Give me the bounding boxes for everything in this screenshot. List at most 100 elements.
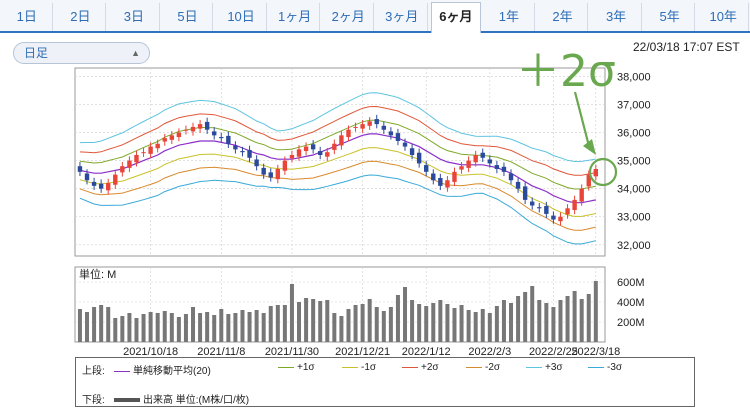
x-tick-label: 2021/11/30 bbox=[265, 346, 319, 358]
candle-body bbox=[409, 148, 415, 155]
volume-bar bbox=[169, 313, 174, 342]
tab-8[interactable]: 3ヶ月 bbox=[377, 3, 428, 31]
volume-bar bbox=[219, 309, 224, 342]
tab-2[interactable]: 2日 bbox=[56, 3, 107, 31]
legend-swatch-0 bbox=[114, 370, 130, 372]
candle-body bbox=[438, 177, 443, 186]
volume-bar bbox=[247, 312, 252, 342]
tab-3[interactable]: 3日 bbox=[109, 3, 160, 31]
x-tick-label: 2021/11/8 bbox=[197, 346, 245, 358]
volume-bar bbox=[176, 317, 181, 342]
legend-item-0: 単純移動平均(20) bbox=[114, 362, 211, 377]
candle-body bbox=[522, 186, 528, 200]
volume-bar bbox=[155, 313, 160, 342]
legend-swatch-3 bbox=[402, 366, 418, 368]
volume-bar bbox=[297, 302, 302, 342]
price-tick-label: 36,000 bbox=[617, 128, 651, 140]
legend-label-5: +3σ bbox=[545, 362, 563, 373]
volume-bar bbox=[544, 303, 549, 342]
volume-bar bbox=[586, 294, 591, 342]
legend-item-4: -2σ bbox=[466, 362, 500, 373]
volume-bar bbox=[403, 287, 408, 342]
candle-body bbox=[360, 124, 365, 129]
volume-bar bbox=[572, 291, 577, 342]
candle-body bbox=[431, 173, 436, 181]
volume-bar bbox=[509, 303, 514, 342]
legend-item-2: -1σ bbox=[342, 362, 376, 373]
candle-body bbox=[445, 180, 450, 188]
volume-bar bbox=[537, 300, 542, 342]
volume-bar bbox=[445, 304, 450, 342]
candle-body bbox=[183, 129, 189, 131]
tab-9[interactable]: 6ヶ月 bbox=[430, 2, 482, 33]
volume-bar bbox=[501, 300, 506, 342]
candle-body bbox=[402, 142, 408, 147]
volume-bar bbox=[346, 309, 351, 342]
candle-body bbox=[162, 138, 167, 142]
volume-bar bbox=[530, 286, 535, 342]
tab-14[interactable]: 10年 bbox=[698, 3, 749, 31]
candle-body bbox=[261, 167, 266, 175]
candle-body bbox=[219, 137, 224, 139]
tab-4[interactable]: 5日 bbox=[163, 3, 214, 31]
tab-1[interactable]: 1日 bbox=[2, 3, 53, 31]
volume-bar bbox=[438, 300, 443, 342]
tab-11[interactable]: 2年 bbox=[538, 3, 589, 31]
candle-body bbox=[395, 133, 401, 141]
legend-label-6: -3σ bbox=[607, 362, 623, 373]
candle-period-select[interactable]: 日足 ▲ bbox=[13, 42, 150, 64]
volume-bar bbox=[289, 284, 294, 342]
legend-swatch-4 bbox=[466, 366, 482, 368]
candle-body bbox=[459, 166, 464, 170]
volume-bar bbox=[226, 314, 231, 342]
candle-body bbox=[551, 215, 556, 220]
price-tick-label: 34,000 bbox=[617, 184, 651, 196]
candle-body bbox=[282, 160, 288, 171]
volume-bar bbox=[466, 310, 471, 342]
candle-body bbox=[508, 173, 514, 181]
candle-body bbox=[572, 199, 577, 210]
legend-label-0: 単純移動平均(20) bbox=[133, 366, 211, 377]
volume-bar bbox=[516, 296, 521, 342]
period-tab-bar: 1日 2日 3日 5日 10日 1ヶ月 2ヶ月 3ヶ月 6ヶ月 1年 2年 3年 5年 10年 bbox=[0, 0, 750, 33]
tab-13[interactable]: 5年 bbox=[645, 3, 696, 31]
tab-10[interactable]: 1年 bbox=[484, 3, 535, 31]
price-tick-label: 38,000 bbox=[617, 71, 651, 83]
tab-5[interactable]: 10日 bbox=[216, 3, 267, 31]
candle-body bbox=[296, 149, 302, 157]
legend-swatch-2 bbox=[342, 366, 358, 368]
legend-label-4: -2σ bbox=[485, 362, 501, 373]
candle-body bbox=[254, 159, 259, 167]
candle-body bbox=[353, 126, 358, 128]
candle-body bbox=[593, 169, 599, 177]
plus-2-sigma-line bbox=[79, 105, 596, 176]
candle-body bbox=[318, 151, 323, 155]
volume-bar bbox=[494, 306, 499, 342]
volume-bar bbox=[275, 305, 280, 342]
candle-body bbox=[77, 166, 83, 172]
candle-body bbox=[501, 166, 507, 172]
volume-bar bbox=[205, 312, 210, 342]
candle-body bbox=[544, 206, 549, 214]
volume-tick-label: 200M bbox=[617, 317, 645, 329]
annotation-arrowhead bbox=[583, 139, 596, 155]
candle-body bbox=[381, 125, 387, 130]
candle-body bbox=[487, 159, 493, 164]
chevron-updown-icon: ▲ bbox=[131, 48, 140, 58]
tab-6[interactable]: 1ヶ月 bbox=[270, 3, 321, 31]
volume-swatch bbox=[114, 398, 140, 403]
volume-tick-label: 400M bbox=[617, 297, 645, 309]
candle-body bbox=[84, 173, 90, 181]
volume-bar bbox=[77, 309, 82, 342]
candle-body bbox=[339, 135, 344, 146]
legend-item-6: -3σ bbox=[588, 362, 622, 373]
tab-12[interactable]: 3年 bbox=[591, 3, 642, 31]
tab-7[interactable]: 2ヶ月 bbox=[323, 3, 374, 31]
candle-body bbox=[473, 154, 478, 163]
price-tick-label: 32,000 bbox=[617, 240, 651, 252]
candle-body bbox=[558, 216, 563, 222]
volume-bar bbox=[410, 300, 415, 342]
candle-body bbox=[515, 181, 521, 189]
candle-body bbox=[289, 154, 295, 159]
